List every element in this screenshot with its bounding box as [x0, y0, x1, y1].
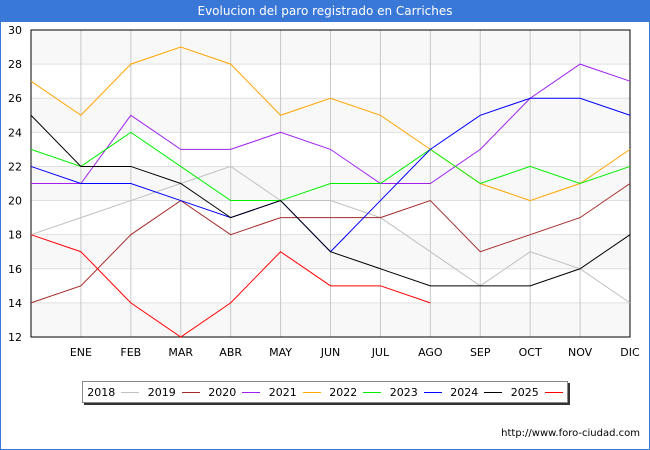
y-tick-label: 14: [8, 297, 22, 310]
y-tick-label: 20: [8, 195, 22, 208]
legend-label: 2023: [389, 385, 418, 399]
y-tick-label: 16: [8, 263, 22, 276]
series-line-2024: [30, 114, 631, 287]
x-tick-label: NOV: [568, 346, 593, 359]
legend-label: 2019: [147, 385, 176, 399]
legend-swatch: [121, 391, 140, 393]
legend: 2018 2019 2020 2021 2022 2023 2024 2025: [82, 381, 568, 403]
legend-item-2023: 2023: [390, 386, 442, 399]
legend-swatch: [363, 391, 382, 393]
series-line-2021: [30, 46, 631, 202]
y-tick-label: 12: [8, 331, 22, 344]
legend-item-2024: 2024: [450, 385, 503, 399]
x-tick-label: ABR: [219, 346, 242, 359]
x-tick-label: MAR: [168, 346, 193, 359]
x-tick-label: MAY: [269, 346, 292, 359]
legend-label: 2025: [510, 385, 539, 399]
legend-label: 2024: [450, 385, 479, 399]
legend-swatch: [302, 391, 321, 393]
legend-label: 2021: [268, 385, 297, 399]
chart-title: Evolucion del paro registrado en Carrich…: [0, 0, 650, 22]
y-tick-label: 22: [8, 160, 22, 173]
legend-swatch: [423, 391, 442, 393]
y-tick-label: 28: [8, 58, 22, 71]
legend-item-2022: 2022: [329, 385, 382, 399]
legend-swatch: [181, 391, 200, 393]
series-line-2025: [30, 234, 431, 338]
x-tick-label: OCT: [519, 346, 542, 359]
legend-label: 2020: [208, 385, 237, 399]
legend-item-2018: 2018: [87, 385, 140, 399]
series-line-2022: [30, 131, 631, 202]
legend-swatch: [544, 391, 563, 393]
legend-label: 2018: [87, 385, 116, 399]
legend-item-2019: 2019: [148, 386, 200, 399]
x-tick-label: JUL: [371, 346, 390, 359]
legend-item-2020: 2020: [208, 385, 261, 399]
x-tick-label: SEP: [470, 346, 491, 359]
source-url[interactable]: http://www.foro-ciudad.com: [501, 428, 640, 439]
y-tick-label: 30: [8, 24, 22, 37]
y-tick-label: 24: [8, 126, 22, 139]
x-tick-label: JUN: [320, 346, 341, 359]
legend-label: 2022: [329, 385, 358, 399]
x-tick-label: FEB: [120, 346, 141, 359]
x-tick-label: ENE: [70, 346, 92, 359]
series-line-2019: [30, 183, 631, 304]
series-line-2018: [30, 165, 631, 304]
y-tick-label: 26: [8, 92, 22, 105]
legend-swatch: [484, 391, 503, 393]
legend-item-2021: 2021: [269, 386, 321, 399]
x-tick-label: DIC: [620, 346, 640, 359]
legend-item-2025: 2025: [511, 386, 563, 399]
x-tick-label: AGO: [418, 346, 443, 359]
y-tick-label: 18: [8, 229, 22, 242]
legend-swatch: [242, 391, 261, 393]
